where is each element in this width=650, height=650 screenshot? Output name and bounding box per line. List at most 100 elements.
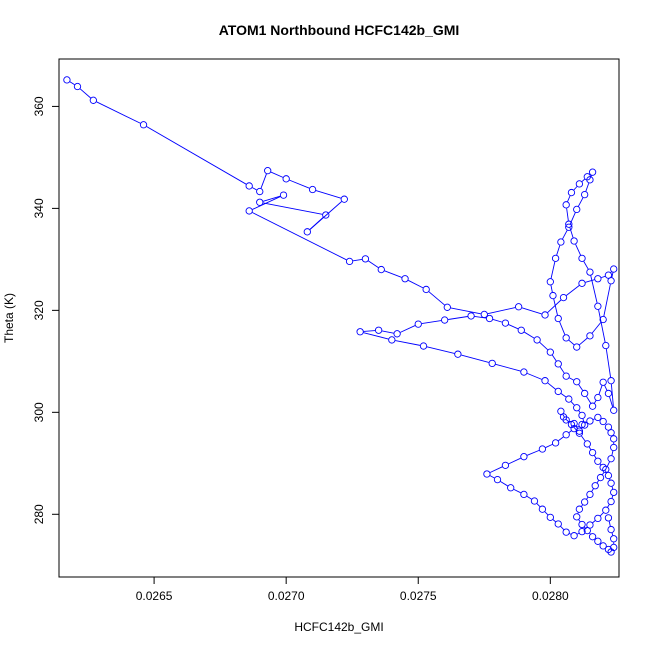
series-line-segment: [553, 298, 558, 316]
data-point: [340, 195, 348, 203]
data-point: [63, 76, 71, 84]
data-point: [604, 471, 613, 480]
data-point: [594, 514, 602, 523]
series-line-segment: [270, 171, 284, 178]
data-point: [581, 190, 589, 199]
data-point: [530, 497, 539, 505]
series-line-segment: [400, 325, 416, 333]
data-point: [520, 453, 528, 461]
data-point: [588, 402, 597, 410]
data-point: [583, 173, 591, 181]
series-line-segment: [551, 354, 557, 362]
data-point: [596, 473, 605, 482]
y-axis: 280 300 320 340 360: [32, 96, 60, 524]
series-line-segment: [611, 495, 614, 499]
series-line-segment: [263, 202, 323, 215]
series-line-segment: [592, 418, 595, 420]
series-line-segment: [562, 230, 568, 240]
series-line-segment: [363, 330, 376, 332]
data-point: [551, 439, 560, 447]
series-line-segment: [578, 410, 581, 413]
series-line-segment: [421, 320, 442, 325]
data-point: [308, 185, 317, 194]
y-tick-label: 360: [32, 96, 46, 116]
data-point: [581, 389, 589, 398]
series-line-segment: [526, 449, 540, 456]
series-line-segment: [368, 260, 379, 268]
data-point: [517, 326, 525, 334]
data-point: [594, 393, 602, 402]
series-line-segment: [586, 396, 592, 404]
series-line-segment: [594, 455, 597, 459]
series-line-segment: [607, 504, 610, 508]
data-point: [610, 406, 618, 414]
data-point: [570, 424, 578, 433]
series-line-segment: [611, 450, 614, 456]
series-line-segment: [489, 466, 503, 473]
series-line-segment: [592, 520, 596, 524]
data-point: [559, 293, 568, 302]
data-point: [562, 372, 570, 380]
series-line-segment: [500, 481, 508, 487]
series-line-segment: [610, 384, 614, 407]
data-point: [557, 238, 565, 246]
series-line-segment: [566, 285, 580, 296]
chart-title: ATOM1 Northbound HCFC142b_GMI: [219, 22, 460, 38]
series-line-segment: [588, 446, 592, 450]
series-line-segment: [611, 532, 614, 536]
series-line-segment: [569, 377, 574, 381]
series-line-segment: [603, 284, 611, 317]
series-line-segment: [289, 179, 310, 189]
data-point: [607, 525, 615, 534]
series-line-segment: [384, 270, 402, 278]
series-line-segment: [492, 319, 503, 323]
data-point: [604, 545, 613, 554]
data-point: [594, 275, 602, 283]
series-line-segment: [309, 217, 324, 230]
data-point: [610, 543, 618, 552]
data-point: [361, 255, 370, 263]
data-point: [565, 220, 573, 228]
data-point: [554, 314, 562, 323]
data-point: [610, 535, 618, 543]
series-line-segment: [526, 372, 542, 380]
data-point: [73, 82, 82, 91]
data-point: [467, 312, 475, 320]
series-line-segment: [260, 173, 267, 189]
data-point: [573, 343, 581, 351]
series-line-segment: [586, 497, 589, 500]
x-tick-label: 0.0275: [400, 589, 437, 603]
data-point: [245, 207, 253, 215]
data-point: [322, 211, 330, 219]
data-point: [520, 368, 528, 376]
series-line-segment: [611, 272, 614, 278]
series-line-segment: [601, 275, 606, 279]
series-line-segment: [585, 182, 590, 192]
data-point: [393, 330, 401, 338]
series-line-segment: [559, 321, 566, 335]
data-point: [303, 228, 311, 236]
series-line-segment: [552, 519, 556, 523]
series-line-segment: [575, 244, 581, 256]
data-point: [570, 532, 578, 540]
series-line-segment: [252, 212, 347, 261]
data-point: [345, 257, 354, 266]
data-point: [607, 455, 615, 463]
data-point: [549, 291, 557, 300]
data-point: [401, 275, 409, 283]
data-point: [586, 332, 594, 340]
series-line-segment: [558, 436, 564, 442]
data-point: [562, 431, 570, 439]
data-point: [607, 497, 615, 506]
series-line-segment: [521, 307, 542, 315]
data-point: [610, 443, 618, 452]
series-line-segment: [606, 461, 610, 467]
series-line-segment: [513, 488, 521, 494]
data-point: [578, 527, 586, 536]
x-tick-label: 0.0280: [532, 589, 569, 603]
series-line-segment: [582, 418, 585, 422]
series-line-segment: [508, 324, 519, 330]
series-line-segment: [407, 279, 424, 289]
series-line-segment: [590, 275, 598, 303]
